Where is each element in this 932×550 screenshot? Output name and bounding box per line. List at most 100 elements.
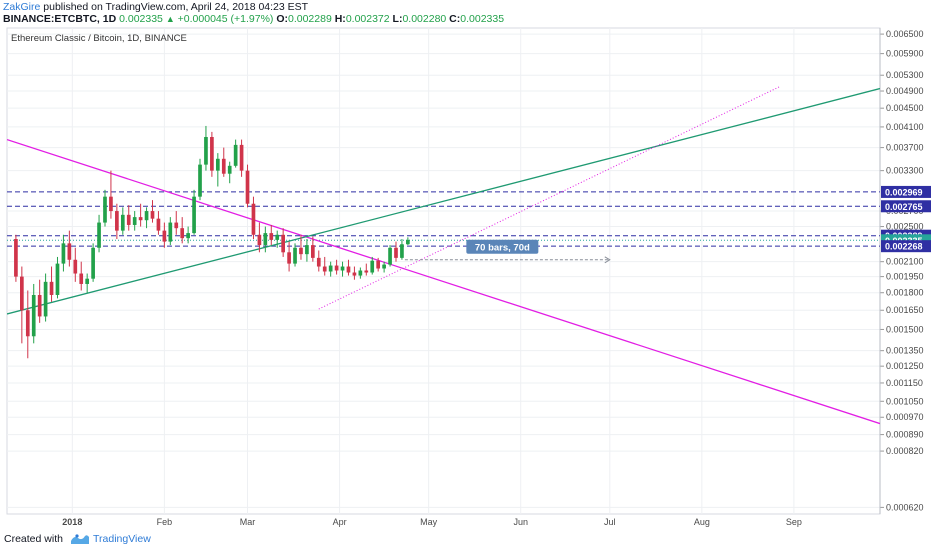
candle-body (132, 217, 137, 225)
y-tick-label: 0.004100 (886, 122, 924, 132)
candle-body (406, 239, 410, 245)
tradingview-brand[interactable]: TradingView (93, 533, 151, 545)
tradingview-logo-icon[interactable] (70, 532, 90, 546)
y-tick-label: 0.001250 (886, 361, 924, 371)
low-label: L: (392, 13, 403, 25)
candle-body (43, 281, 48, 317)
x-tick-label: Jul (604, 517, 616, 527)
price-level-label: 0.002765 (885, 202, 923, 212)
candle-body (79, 273, 84, 284)
author-link[interactable]: ZakGire (3, 1, 41, 13)
price-level-label-box (881, 240, 931, 253)
candle-body (227, 165, 232, 174)
y-tick-label: 0.004900 (886, 86, 924, 96)
candle-body (245, 170, 250, 204)
candle-body (382, 264, 386, 269)
high-value: 0.002372 (345, 13, 390, 25)
candle-body (311, 245, 315, 258)
candle-body (316, 257, 321, 267)
candle-body (73, 259, 78, 274)
candle-body (204, 136, 208, 165)
candle-body (97, 222, 101, 248)
price-level-label-box (881, 200, 931, 213)
price-change: +0.000045 (+1.97%) (177, 13, 274, 25)
y-tick-label: 0.001650 (886, 305, 924, 315)
candle-body (269, 233, 274, 240)
candle-body (221, 158, 226, 174)
footer: Created with TradingView (0, 528, 932, 550)
candle-body (215, 158, 220, 171)
candle-body (364, 270, 369, 273)
candle-body (352, 272, 357, 276)
candle-body (138, 217, 143, 221)
chart-title: Ethereum Classic / Bitcoin, 1D, BINANCE (11, 33, 187, 44)
x-tick-label: Jun (513, 517, 528, 527)
candle-body (49, 281, 54, 295)
candle-body (251, 203, 256, 235)
y-tick-label: 0.000970 (886, 412, 924, 422)
candle-body (20, 276, 24, 311)
x-tick-label: Apr (333, 517, 347, 527)
candle-body (346, 266, 351, 273)
candle-body (275, 234, 280, 240)
candle-body (109, 196, 113, 212)
candle-body (31, 294, 36, 337)
y-tick-label: 0.005900 (886, 49, 924, 59)
candle-body (37, 294, 42, 317)
candle-body (400, 244, 404, 258)
trend-line (7, 87, 880, 315)
candle-body (168, 222, 173, 242)
measure-arrow-icon (604, 256, 611, 264)
last-price: 0.002335 (119, 13, 163, 25)
y-tick-label: 0.003300 (886, 166, 924, 176)
x-tick-label: May (420, 517, 438, 527)
candle-body (25, 310, 30, 337)
y-tick-label: 0.001800 (886, 288, 924, 298)
close-label: C: (449, 13, 461, 25)
low-value: 0.002280 (402, 13, 447, 25)
candle-body (334, 265, 339, 271)
publish-info: ZakGire published on TradingView.com, Ap… (3, 1, 308, 13)
candle-body (358, 270, 363, 276)
candle-body (186, 233, 190, 239)
candle-body (305, 245, 309, 255)
candle-body (103, 196, 107, 223)
y-tick-label: 0.002500 (886, 222, 924, 232)
candle-body (239, 144, 244, 171)
candle-body (233, 144, 238, 166)
y-tick-label: 0.001950 (886, 272, 924, 282)
candle-body (394, 247, 398, 258)
candle-body (14, 239, 18, 277)
candle-body (322, 266, 327, 272)
candle-body (120, 214, 125, 231)
open-label: O: (276, 13, 288, 25)
chart-svg[interactable]: 0.006500 0.005900 0.005300 0.004900 0.004500… (0, 0, 932, 528)
price-level-label: 0.002969 (885, 187, 923, 197)
candle-body (340, 266, 345, 271)
y-tick-label: 0.002100 (886, 257, 924, 267)
high-label: H: (334, 13, 346, 25)
y-tick-label: 0.000890 (886, 430, 924, 440)
candle-body (376, 260, 381, 269)
y-tick-label: 0.006500 (886, 29, 924, 39)
candle-body (293, 247, 297, 264)
open-value: 0.002289 (288, 13, 332, 25)
candle-body (67, 243, 72, 260)
price-level-label-box (881, 185, 931, 198)
y-tick-label: 0.001150 (886, 378, 923, 388)
candle-body (370, 260, 375, 273)
trend-line (318, 86, 780, 310)
candle-body (162, 230, 167, 242)
candle-body (150, 211, 155, 219)
candle-body (144, 211, 149, 221)
y-tick-label: 0.001500 (886, 324, 924, 334)
x-tick-label: Mar (240, 517, 256, 527)
candle-body (287, 252, 291, 264)
y-tick-label: 0.000820 (886, 446, 924, 456)
created-with-label: Created with (4, 533, 63, 545)
measure-label: 70 bars, 70d (475, 242, 530, 253)
ohlc-line: BINANCE:ETCBTC, 1D 0.002335 ▲ +0.000045 … (3, 13, 504, 25)
candle-body (388, 247, 392, 265)
y-tick-label: 0.000620 (886, 502, 924, 512)
chart-header: ZakGire published on TradingView.com, Ap… (0, 0, 932, 26)
